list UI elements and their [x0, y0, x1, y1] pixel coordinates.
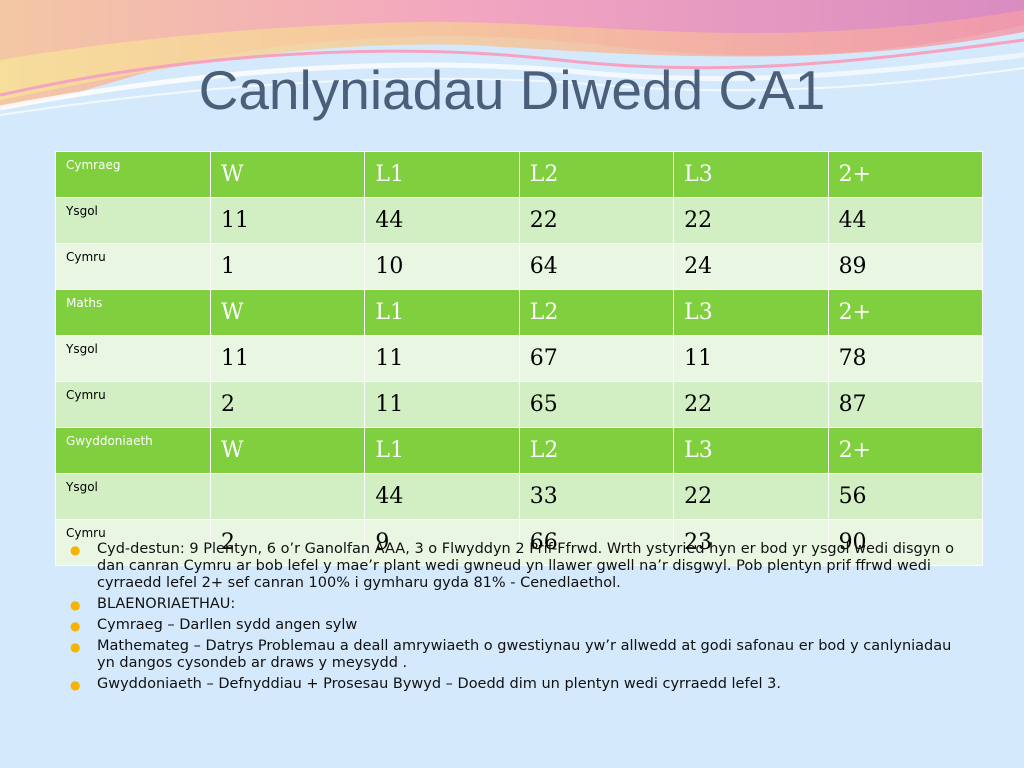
table-cell: W — [209, 151, 366, 198]
note-text: Gwyddoniaeth – Defnyddiau + Prosesau Byw… — [97, 676, 781, 692]
table-cell: 67 — [518, 335, 675, 382]
notes-list: ● Cyd-destun: 9 Plentyn, 6 o’r Ganolfan A… — [70, 541, 970, 697]
row-label: Ysgol — [55, 335, 211, 382]
table-cell: 24 — [673, 243, 829, 290]
table-cell: 66 — [518, 519, 675, 566]
table-cell: 9 — [364, 519, 520, 566]
table-cell: L3 — [673, 427, 829, 474]
table-cell: W — [209, 289, 366, 336]
note-item: ● Mathemateg – Datrys Problemau a deall a… — [70, 638, 970, 672]
row-label: Cymru — [55, 381, 211, 428]
row-label: Cymru — [55, 243, 211, 290]
table-cell: 11 — [209, 197, 366, 244]
table-cell: 22 — [673, 197, 829, 244]
note-item: ● Gwyddoniaeth – Defnyddiau + Prosesau By… — [70, 676, 970, 693]
table-cell: 22 — [673, 381, 829, 428]
table-row: Cymru 1 10 64 24 89 — [55, 243, 984, 290]
note-text: Cymraeg – Darllen sydd angen sylw — [97, 617, 358, 633]
table-cell: 1 — [209, 243, 366, 290]
results-table: Cymraeg W L1 L2 L3 2+ Ysgol 11 44 22 22 44 Cymru 1 10 6… — [55, 151, 984, 566]
table-header-row: Gwyddoniaeth W L1 L2 L3 2+ — [55, 427, 984, 474]
table-cell: L2 — [518, 289, 675, 336]
table-cell: 2+ — [827, 289, 984, 336]
row-label: Ysgol — [55, 473, 211, 520]
decorative-waves — [0, 0, 1024, 116]
table-row: Ysgol 11 11 67 11 78 — [55, 335, 984, 382]
table-cell: 11 — [364, 381, 520, 428]
table-cell: W — [209, 427, 366, 474]
table-cell: 89 — [827, 243, 984, 290]
row-label: Gwyddoniaeth — [55, 427, 211, 474]
table-cell: 22 — [673, 473, 829, 520]
table-cell: 64 — [518, 243, 675, 290]
table-cell: 11 — [209, 335, 366, 382]
table-row: Cymru 2 9 66 23 90 — [55, 519, 984, 566]
table-cell: L1 — [364, 427, 520, 474]
note-item: ● BLAENORIAETHAU: — [70, 596, 970, 613]
table-cell: L1 — [364, 289, 520, 336]
note-item: ● Cyd-destun: 9 Plentyn, 6 o’r Ganolfan A… — [70, 541, 970, 592]
bullet-dot-icon: ● — [70, 640, 81, 654]
table-cell: 10 — [364, 243, 520, 290]
table-cell: 87 — [827, 381, 984, 428]
note-item: ● Cymraeg – Darllen sydd angen sylw — [70, 617, 970, 634]
bullet-dot-icon: ● — [70, 598, 81, 612]
table-cell: 56 — [827, 473, 984, 520]
bullet-dot-icon: ● — [70, 619, 81, 633]
table-cell: 2 — [209, 381, 366, 428]
table-row: Cymru 2 11 65 22 87 — [55, 381, 984, 428]
table-cell: L1 — [364, 151, 520, 198]
table-row: Ysgol 11 44 22 22 44 — [55, 197, 984, 244]
table-cell: 44 — [827, 197, 984, 244]
note-text: Mathemateg – Datrys Problemau a deall am… — [97, 638, 952, 671]
row-label: Cymraeg — [55, 151, 211, 198]
note-text: Cyd-destun: 9 Plentyn, 6 o’r Ganolfan AA… — [97, 541, 954, 591]
row-label: Maths — [55, 289, 211, 336]
table-cell: 22 — [518, 197, 675, 244]
page-title: Canlyniadau Diwedd CA1 — [198, 59, 826, 121]
table-row: Ysgol 44 33 22 56 — [55, 473, 984, 520]
table-cell: L3 — [673, 151, 829, 198]
table-cell: 65 — [518, 381, 675, 428]
table-cell: 2+ — [827, 151, 984, 198]
table-cell: 11 — [364, 335, 520, 382]
table-cell: 11 — [673, 335, 829, 382]
row-label: Cymru — [55, 519, 211, 566]
table-cell: 23 — [673, 519, 829, 566]
table-cell: 2+ — [827, 427, 984, 474]
table-cell: L2 — [518, 427, 675, 474]
table-cell: 44 — [364, 473, 520, 520]
note-text: BLAENORIAETHAU: — [97, 596, 236, 612]
bullet-dot-icon: ● — [70, 678, 81, 692]
table-cell: 78 — [827, 335, 984, 382]
table-header-row: Maths W L1 L2 L3 2+ — [55, 289, 984, 336]
table-cell: 90 — [827, 519, 984, 566]
table-header-row: Cymraeg W L1 L2 L3 2+ — [55, 151, 984, 198]
table-cell: 44 — [364, 197, 520, 244]
table-cell: 33 — [518, 473, 675, 520]
table-cell: L3 — [673, 289, 829, 336]
table-cell: 2 — [209, 519, 366, 566]
row-label: Ysgol — [55, 197, 211, 244]
table-cell: L2 — [518, 151, 675, 198]
table-cell — [209, 473, 366, 520]
bullet-dot-icon: ● — [70, 543, 81, 557]
